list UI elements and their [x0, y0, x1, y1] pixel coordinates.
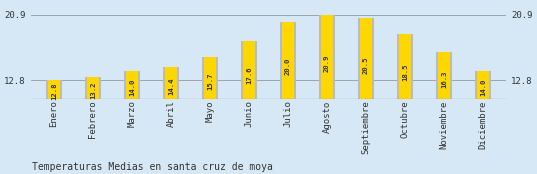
Bar — [48, 80, 60, 99]
Text: 12.8: 12.8 — [51, 82, 57, 100]
Text: 20.5: 20.5 — [363, 56, 369, 74]
Bar — [204, 57, 216, 99]
Bar — [241, 41, 257, 99]
Bar — [85, 77, 101, 99]
Text: 20.0: 20.0 — [285, 58, 291, 76]
Text: 14.0: 14.0 — [480, 78, 486, 96]
Bar — [46, 80, 62, 99]
Text: 20.9: 20.9 — [324, 55, 330, 72]
Bar — [280, 22, 296, 99]
Text: 15.7: 15.7 — [207, 73, 213, 90]
Bar — [86, 77, 99, 99]
Bar — [163, 67, 179, 99]
Text: 14.0: 14.0 — [129, 78, 135, 96]
Bar — [165, 67, 177, 99]
Bar — [399, 34, 411, 99]
Text: Temperaturas Medias en santa cruz de moya: Temperaturas Medias en santa cruz de moy… — [32, 162, 273, 172]
Text: 13.2: 13.2 — [90, 81, 96, 99]
Bar — [321, 15, 333, 99]
Bar — [282, 22, 294, 99]
Text: 18.5: 18.5 — [402, 63, 408, 81]
Bar — [126, 71, 138, 99]
Bar — [319, 15, 335, 99]
Text: 17.6: 17.6 — [246, 66, 252, 84]
Bar — [243, 41, 255, 99]
Bar — [202, 57, 218, 99]
Bar — [438, 52, 451, 99]
Text: 16.3: 16.3 — [441, 70, 447, 88]
Bar — [360, 18, 372, 99]
Bar — [477, 71, 489, 99]
Bar — [436, 52, 452, 99]
Bar — [358, 18, 374, 99]
Text: 14.4: 14.4 — [168, 77, 174, 94]
Bar — [124, 71, 140, 99]
Bar — [475, 71, 491, 99]
Bar — [397, 34, 413, 99]
